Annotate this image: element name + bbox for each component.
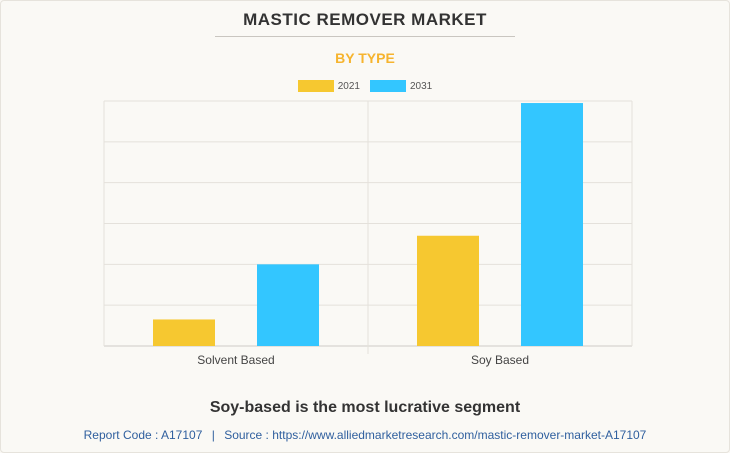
- legend-label-2021: 2021: [337, 80, 360, 92]
- x-tick-label: Solvent Based: [197, 353, 274, 367]
- bar-solvent-based-2021[interactable]: [153, 319, 215, 346]
- bar-soy-based-2021[interactable]: [417, 235, 479, 346]
- source-link[interactable]: Source : https://www.alliedmarketresearc…: [224, 428, 647, 442]
- title-divider: [215, 36, 515, 37]
- legend-item-2021[interactable]: 2021: [297, 80, 360, 92]
- source-line: Report Code : A17107 | Source : https://…: [0, 428, 730, 442]
- legend: 2021 2031: [0, 80, 730, 92]
- legend-label-2031: 2031: [410, 80, 433, 92]
- x-tick-label: Soy Based: [471, 353, 529, 367]
- bar-soy-based-2031[interactable]: [521, 103, 583, 347]
- chart-title: MASTIC REMOVER MARKET: [243, 10, 487, 29]
- report-code: Report Code : A17107: [83, 428, 203, 442]
- bar-solvent-based-2031[interactable]: [257, 264, 319, 346]
- legend-swatch-2031: [370, 80, 406, 92]
- legend-swatch-2021: [297, 80, 334, 92]
- chart-subtitle: BY TYPE: [335, 50, 395, 66]
- footer-separator: |: [211, 428, 215, 442]
- headline: Soy-based is the most lucrative segment: [209, 399, 521, 416]
- legend-item-2031[interactable]: 2031: [370, 80, 432, 92]
